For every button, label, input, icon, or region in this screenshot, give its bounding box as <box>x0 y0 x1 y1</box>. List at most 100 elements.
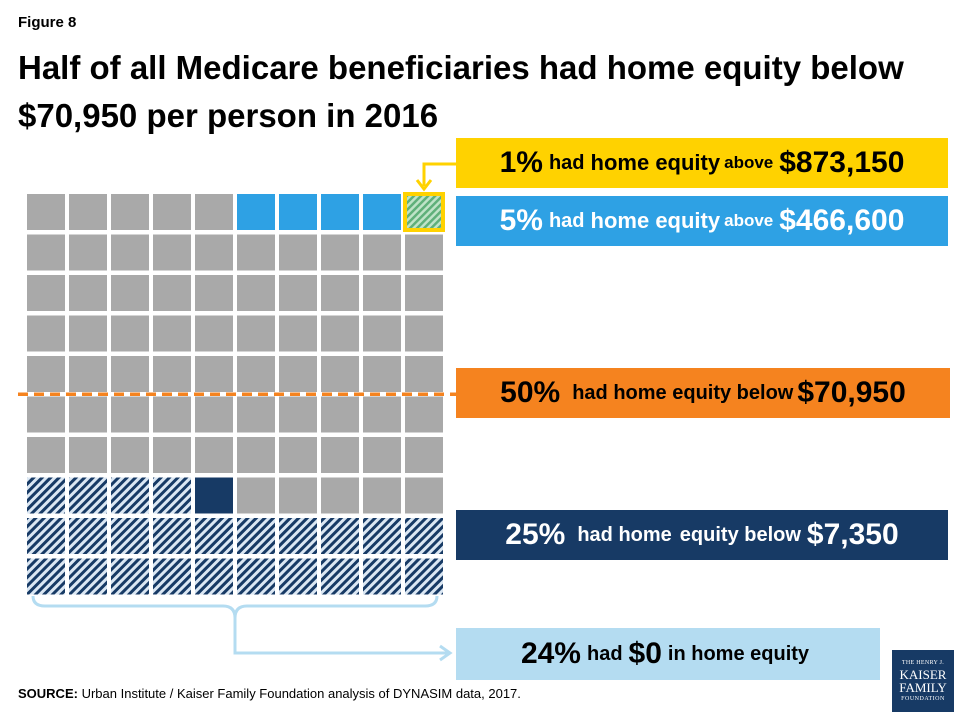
waffle-cell-gray <box>237 275 275 311</box>
waffle-cell-gray <box>195 356 233 392</box>
callout-top5-text-b: home equity <box>590 208 721 233</box>
waffle-cell-gray <box>111 396 149 433</box>
waffle-cell-gray <box>153 234 191 271</box>
figure-label: Figure 8 <box>18 14 77 31</box>
callout-q25-pct: 25% <box>505 518 566 551</box>
waffle-cell-gray <box>279 315 317 352</box>
waffle-cell-gray <box>405 477 443 514</box>
callout-median: 50% had home equity below $70,950 <box>456 368 950 418</box>
waffle-cell-zero-equity <box>111 477 149 514</box>
waffle-cell-top-5 <box>363 194 401 230</box>
callout-zero-pct: 24% <box>520 637 581 670</box>
callout-q25-text-a: had home <box>577 523 672 546</box>
waffle-cell-zero-equity <box>69 477 107 514</box>
waffle-cell-gray <box>111 234 149 271</box>
waffle-cell-gray <box>69 437 107 473</box>
waffle-cell-gray <box>237 437 275 473</box>
waffle-cell-gray <box>27 275 65 311</box>
waffle-cell-gray <box>363 396 401 433</box>
waffle-cell-gray <box>27 396 65 433</box>
waffle-cell-zero-equity <box>153 518 191 554</box>
waffle-cell-gray <box>405 315 443 352</box>
waffle-cell-gray <box>27 437 65 473</box>
waffle-cell-gray <box>153 437 191 473</box>
callout-top1-pct: 1% <box>499 146 543 179</box>
callout-top5-value: $466,600 <box>779 204 905 237</box>
waffle-cell-gray <box>237 477 275 514</box>
waffle-cell-gray <box>111 356 149 392</box>
waffle-cell-top-1 <box>403 192 445 232</box>
waffle-cell-gray <box>405 275 443 311</box>
waffle-cell-gray <box>69 315 107 352</box>
logo-line-2: KAISER <box>899 667 947 682</box>
waffle-cell-zero-equity <box>153 558 191 595</box>
waffle-cell-gray <box>279 477 317 514</box>
waffle-cell-gray <box>195 275 233 311</box>
waffle-cell-gray <box>237 356 275 392</box>
waffle-cell-top-5 <box>279 194 317 230</box>
logo-line-1: THE HENRY J. <box>901 660 945 666</box>
waffle-cell-zero-equity <box>195 558 233 595</box>
waffle-cell-gray <box>279 356 317 392</box>
callout-zero-text-b: in home equity <box>667 642 810 665</box>
waffle-cell-gray <box>363 437 401 473</box>
waffle-cell-gray <box>321 275 359 311</box>
waffle-cell-zero-equity <box>195 518 233 554</box>
waffle-cell-q25-marker <box>195 477 233 514</box>
waffle-cell-zero-equity <box>237 518 275 554</box>
waffle-cell-gray <box>237 315 275 352</box>
waffle-cell-zero-equity <box>237 558 275 595</box>
waffle-cell-gray <box>27 234 65 271</box>
logo-line-4: FOUNDATION <box>901 696 945 702</box>
callout-top5-text-a: had <box>548 209 585 232</box>
waffle-cell-gray <box>69 194 107 230</box>
source-label: SOURCE: <box>18 686 78 701</box>
source-note: SOURCE: Urban Institute / Kaiser Family … <box>18 686 521 701</box>
waffle-cell-gray <box>279 275 317 311</box>
waffle-cell-gray <box>69 396 107 433</box>
waffle-cell-zero-equity <box>111 518 149 554</box>
waffle-cell-zero-equity <box>111 558 149 595</box>
waffle-cell-gray <box>153 194 191 230</box>
waffle-cell-gray <box>321 396 359 433</box>
waffle-cell-zero-equity <box>279 518 317 554</box>
waffle-cell-gray <box>321 437 359 473</box>
waffle-cell-gray <box>195 396 233 433</box>
source-text: Urban Institute / Kaiser Family Foundati… <box>81 686 521 701</box>
waffle-cell-gray <box>69 275 107 311</box>
waffle-cell-gray <box>195 315 233 352</box>
top-1-arrow <box>422 162 456 186</box>
waffle-cell-gray <box>111 275 149 311</box>
waffle-cell-gray <box>363 356 401 392</box>
waffle-cell-zero-equity <box>405 518 443 554</box>
waffle-cell-zero-equity <box>321 518 359 554</box>
waffle-cell-gray <box>69 356 107 392</box>
callout-half-pct: 50% <box>500 376 561 409</box>
waffle-cell-gray <box>237 396 275 433</box>
waffle-cell-gray <box>195 234 233 271</box>
callout-top5-pct: 5% <box>499 204 543 237</box>
waffle-cell-gray <box>321 477 359 514</box>
waffle-cell-gray <box>27 356 65 392</box>
callout-zero-value: $0 <box>628 637 662 670</box>
callout-top5-text-c: above <box>724 211 774 230</box>
waffle-cell-gray <box>237 234 275 271</box>
waffle-cell-gray <box>321 234 359 271</box>
waffle-cell-zero-equity <box>363 518 401 554</box>
callout-half-value: $70,950 <box>797 376 906 409</box>
callout-top1-text-a: had <box>548 151 585 174</box>
waffle-cell-gray <box>363 275 401 311</box>
waffle-cell-gray <box>27 315 65 352</box>
waffle-cell-zero-equity <box>27 477 65 514</box>
waffle-cell-gray <box>111 194 149 230</box>
waffle-cell-gray <box>405 396 443 433</box>
callout-q25-text-b: equity below <box>679 523 801 546</box>
callout-zero-equity: 24% had $0 in home equity <box>456 628 880 680</box>
callout-top-5-percent: 5% had home equity above $466,600 <box>456 196 948 246</box>
callout-half-text: had home equity below <box>572 381 794 404</box>
zero-equity-brace <box>31 595 439 619</box>
zero-equity-connector <box>233 618 448 655</box>
waffle-cell-top-5 <box>321 194 359 230</box>
waffle-cell-gray <box>195 437 233 473</box>
waffle-cell-zero-equity <box>69 558 107 595</box>
